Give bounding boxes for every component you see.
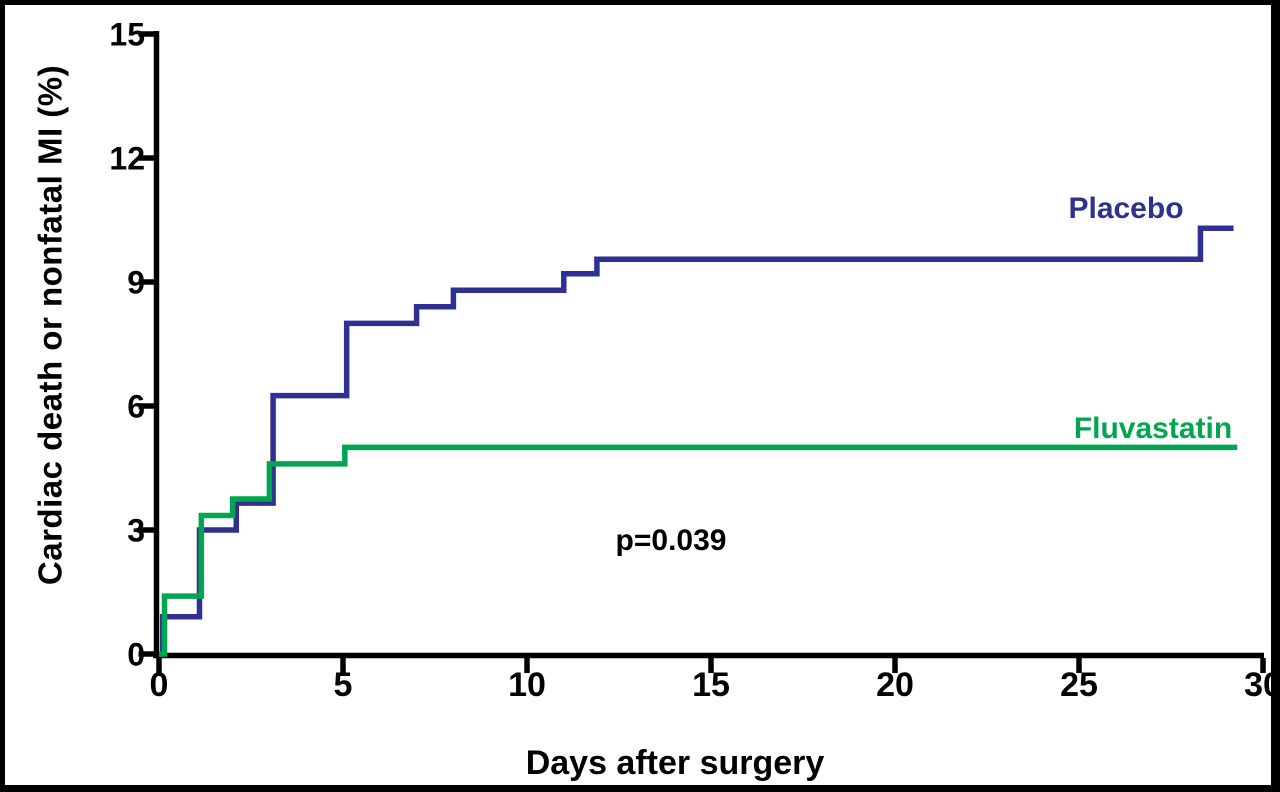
x-tick-label: 15 <box>692 666 730 704</box>
y-tick-label: 15 <box>109 17 145 53</box>
series-label-placebo: Placebo <box>1068 192 1184 225</box>
x-tick-label: 20 <box>876 666 914 704</box>
series-line-placebo <box>159 225 1234 657</box>
y-tick-label: 0 <box>127 637 145 673</box>
y-tick-label: 3 <box>127 513 145 549</box>
x-axis-title: Days after surgery <box>525 744 825 782</box>
x-tick-label: 30 <box>1244 666 1271 704</box>
series-line-fluvastatin <box>159 444 1238 657</box>
x-tick-label: 10 <box>508 666 546 704</box>
plot-canvas: 0 3 6 9 12 15 0 5 10 15 20 25 30 <box>109 17 1271 705</box>
x-tick-label: 25 <box>1060 666 1098 704</box>
x-tick-label: 0 <box>150 666 169 704</box>
y-tick-label: 6 <box>127 389 145 425</box>
y-axis-title: Cardiac death or nonfatal MI (%) <box>31 64 69 586</box>
y-tick-label: 12 <box>109 141 145 177</box>
cropped-caption-artifact <box>255 788 485 792</box>
p-value-annotation: p=0.039 <box>615 524 727 557</box>
y-tick-label: 9 <box>127 265 145 301</box>
series-label-fluvastatin: Fluvastatin <box>1073 412 1233 445</box>
cropped-caption-artifact <box>520 788 705 792</box>
x-tick-label: 5 <box>334 666 353 704</box>
